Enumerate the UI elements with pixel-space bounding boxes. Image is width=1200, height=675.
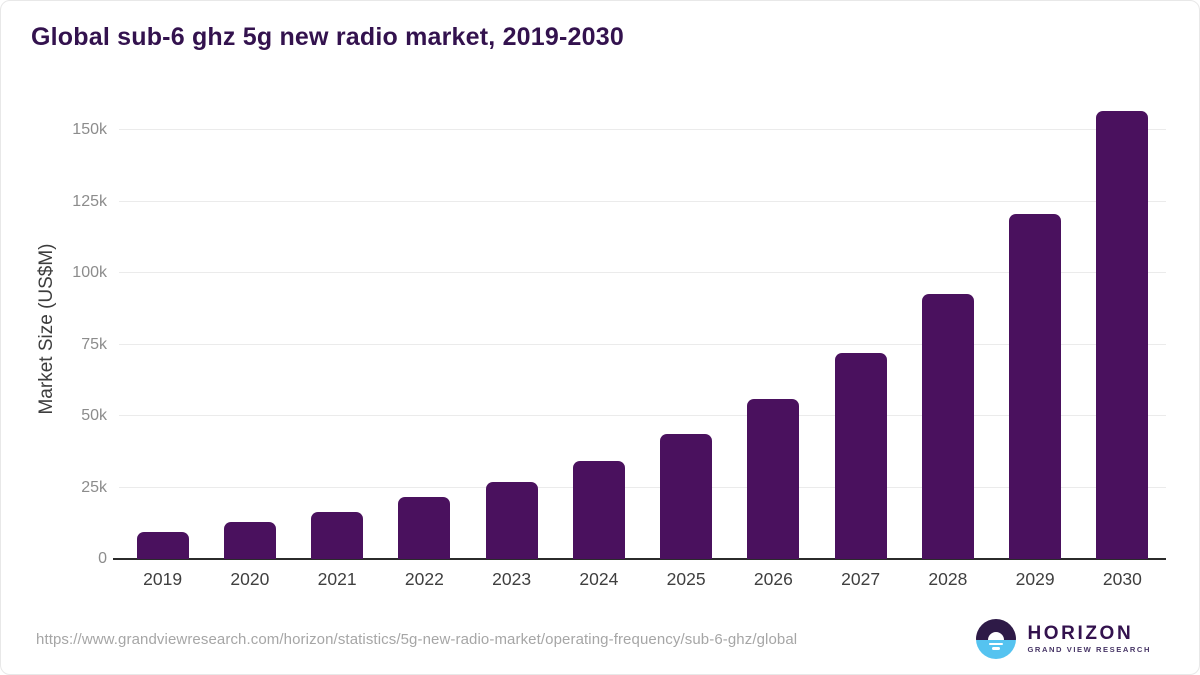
x-tick-label-2026: 2026 (753, 569, 793, 589)
gridline-75k (119, 343, 1166, 345)
bar-2023 (485, 482, 538, 559)
sun-dome-shape (988, 632, 1005, 640)
x-tick-label-2027: 2027 (841, 569, 881, 589)
bar-2021 (311, 512, 364, 559)
y-tick-label-150k: 150k (72, 121, 107, 138)
bar-2030 (1096, 110, 1149, 559)
x-tick-label-2028: 2028 (928, 569, 968, 589)
x-tick-label-2019: 2019 (143, 569, 183, 589)
gridline-100k (119, 272, 1166, 273)
horizon-logo: HORIZON GRAND VIEW RESEARCH (976, 619, 1151, 659)
logo-subtitle: GRAND VIEW RESEARCH (1027, 645, 1151, 655)
water-reflection-line (989, 642, 1004, 645)
bar-2026 (747, 398, 800, 559)
chart-title: Global sub-6 ghz 5g new radio market, 20… (31, 23, 624, 51)
logo-brand-name: HORIZON (1027, 622, 1134, 644)
bar-2027 (834, 352, 887, 559)
bar-2019 (136, 531, 189, 559)
y-tick-label-0: 0 (98, 550, 107, 567)
bar-2029 (1009, 214, 1062, 559)
logo-text-block: HORIZON GRAND VIEW RESEARCH (1027, 622, 1151, 655)
x-tick-label-2024: 2024 (579, 569, 619, 589)
bar-2028 (921, 293, 974, 559)
y-tick-label-50k: 50k (81, 407, 107, 424)
x-tick-label-2020: 2020 (230, 569, 270, 589)
water-reflection-line (992, 647, 1001, 650)
source-url: https://www.grandviewresearch.com/horizo… (36, 631, 798, 648)
y-tick-label-75k: 75k (81, 335, 107, 353)
x-tick-label-2021: 2021 (317, 569, 357, 589)
y-tick-label-25k: 25k (81, 478, 107, 496)
gridline-125k (119, 200, 1166, 202)
gridline-25k (119, 486, 1166, 488)
gridline-150k (119, 129, 1166, 130)
bar-2025 (660, 434, 713, 559)
plot-area (113, 99, 1166, 560)
bar-2022 (398, 497, 451, 559)
x-tick-label-2025: 2025 (666, 569, 706, 589)
x-axis-line (113, 558, 1166, 560)
y-tick-label-100k: 100k (72, 264, 107, 281)
x-tick-label-2030: 2030 (1102, 569, 1142, 589)
horizon-sun-icon (976, 619, 1017, 659)
x-tick-label-2023: 2023 (492, 569, 532, 589)
gridline-50k (119, 415, 1166, 416)
bar-2024 (572, 460, 625, 559)
x-tick-label-2022: 2022 (404, 569, 444, 589)
y-tick-label-125k: 125k (72, 192, 107, 210)
x-tick-label-2029: 2029 (1015, 569, 1055, 589)
bar-2020 (223, 522, 276, 559)
